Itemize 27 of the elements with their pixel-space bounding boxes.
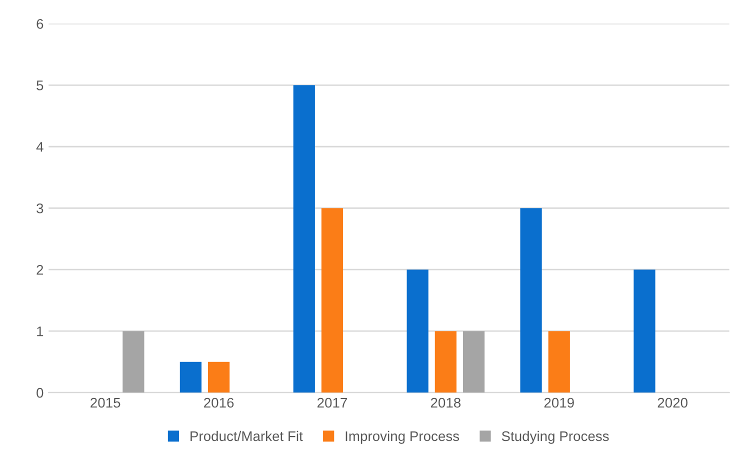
bar — [548, 331, 570, 393]
y-tick-label: 4 — [36, 142, 44, 152]
bar — [462, 331, 485, 393]
bar — [293, 85, 315, 393]
y-tick-label: 2 — [36, 264, 44, 275]
bar — [180, 362, 202, 393]
bar — [122, 331, 144, 393]
bar — [520, 208, 542, 393]
legend-label: Product/Market Fit — [190, 430, 303, 442]
x-tick-label: 2015 — [90, 398, 120, 408]
bar — [321, 208, 344, 393]
y-tick-label: 3 — [36, 203, 44, 214]
y-tick-label: 1 — [37, 326, 44, 336]
x-tick-label: 2019 — [544, 398, 574, 408]
bar — [634, 270, 656, 393]
x-tick-label: 2017 — [317, 398, 347, 408]
x-tick-label: 2018 — [430, 398, 461, 408]
bar — [406, 270, 428, 393]
y-tick-label: 0 — [36, 388, 44, 398]
legend-label: Studying Process — [502, 430, 609, 444]
bar — [208, 362, 230, 393]
x-tick-label: 2016 — [204, 398, 234, 408]
bar — [434, 331, 456, 393]
x-tick-label: 2020 — [658, 398, 688, 408]
legend-label: Improving Process — [346, 430, 460, 444]
y-tick-label: 6 — [36, 18, 44, 29]
y-tick-label: 5 — [36, 80, 44, 90]
